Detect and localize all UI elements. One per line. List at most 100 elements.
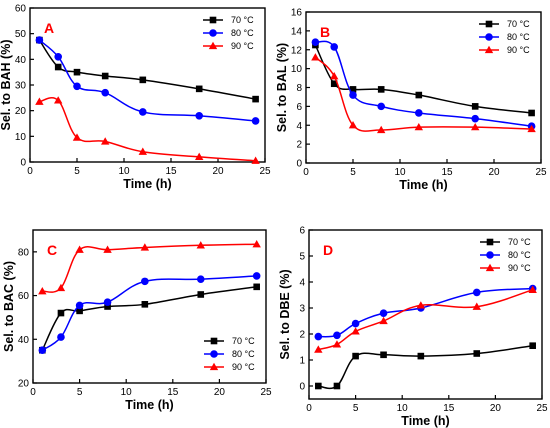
data-point-2 — [101, 88, 109, 97]
x-axis-label: Time (h) — [401, 414, 449, 428]
data-point-2 — [333, 331, 341, 340]
x-tick-label: 15 — [165, 166, 177, 177]
x-tick-label: 5 — [350, 167, 356, 178]
y-tick-label: 1 — [299, 356, 305, 367]
panel-label: C — [47, 242, 57, 258]
x-tick-label: 20 — [214, 387, 226, 398]
legend-marker — [210, 350, 218, 358]
x-axis-label: Time (h) — [125, 398, 173, 412]
x-tick-label: 25 — [259, 166, 271, 177]
plot-frame — [308, 229, 543, 400]
y-tick-label: 60 — [18, 291, 30, 302]
legend: 70 °C 80 °C 90 °C — [480, 237, 531, 273]
x-tick-label: 0 — [30, 387, 36, 398]
data-point-1 — [76, 307, 83, 315]
data-point-3 — [72, 133, 82, 141]
x-tick-label: 25 — [536, 403, 548, 414]
data-point-3 — [528, 285, 537, 293]
x-tick-label: 10 — [397, 403, 409, 414]
x-tick-label: 15 — [443, 403, 455, 414]
data-point-2 — [75, 301, 84, 310]
y-tick-label: 80 — [18, 247, 30, 258]
data-point-1 — [377, 86, 385, 93]
legend: 70 °C 80 °C 90 °C — [203, 15, 254, 51]
panel-label: D — [323, 242, 333, 258]
legend-marker — [208, 41, 218, 50]
data-point-1 — [101, 72, 109, 80]
data-point-3 — [416, 301, 426, 309]
data-point-3 — [348, 121, 358, 129]
series-line-1 — [314, 44, 532, 114]
data-point-3 — [377, 125, 386, 134]
x-tick-label: 0 — [303, 167, 309, 178]
data-point-1 — [57, 309, 65, 317]
y-axis-label: Sel. to BAL (%) — [275, 43, 289, 132]
y-tick-label: 6 — [296, 102, 302, 113]
x-axis-label: Time (h) — [399, 178, 447, 192]
x-tick-label: 20 — [490, 403, 502, 414]
data-point-2 — [311, 38, 320, 46]
panel-a: 0 5 10 15 20 25 0 10 20 30 40 50 60 Time (h) Sel. to B… — [0, 4, 271, 192]
y-tick-label: 4 — [296, 121, 302, 132]
y-tick-label: 6 — [299, 226, 305, 237]
data-point-2 — [471, 114, 480, 123]
panel-label: A — [44, 20, 54, 36]
y-tick-label: 16 — [291, 8, 303, 19]
data-point-1 — [529, 342, 536, 349]
y-tick-label: 5 — [299, 252, 305, 263]
legend-label: 80 °C — [231, 28, 254, 38]
data-point-1 — [380, 351, 387, 359]
data-point-2 — [35, 36, 44, 44]
y-tick-label: 50 — [15, 29, 27, 40]
data-point-2 — [103, 298, 112, 306]
legend-label: 80 °C — [232, 349, 255, 359]
x-tick-label: 15 — [167, 387, 179, 398]
x-axis-label: Time (h) — [123, 177, 171, 191]
data-point-2 — [38, 346, 47, 355]
data-point-3 — [196, 241, 205, 249]
data-point-1 — [195, 85, 203, 93]
y-tick-label: 20 — [15, 106, 27, 117]
data-point-2 — [57, 333, 65, 341]
y-axis-label: Sel. to BAC (%) — [2, 261, 16, 352]
data-point-3 — [195, 152, 204, 161]
data-point-3 — [35, 97, 44, 105]
data-point-2 — [251, 117, 260, 125]
data-point-3 — [75, 245, 84, 253]
y-tick-label: 12 — [291, 45, 303, 56]
data-point-2 — [73, 82, 81, 91]
data-point-2 — [314, 332, 323, 341]
plot-frame — [32, 229, 267, 384]
series-line-2 — [318, 287, 533, 338]
x-tick-label: 5 — [353, 403, 359, 414]
data-point-3 — [101, 137, 110, 145]
series-line-3 — [314, 56, 532, 132]
data-point-3 — [351, 327, 360, 335]
data-point-3 — [140, 243, 150, 251]
data-point-3 — [379, 316, 388, 325]
plot-frame — [305, 11, 542, 164]
data-point-1 — [315, 382, 322, 390]
data-point-2 — [139, 108, 147, 116]
data-point-3 — [332, 340, 342, 348]
legend-marker — [484, 45, 494, 54]
legend-label: 80 °C — [508, 250, 531, 260]
y-tick-label: 0 — [296, 159, 302, 170]
data-point-1 — [352, 352, 359, 360]
series-line-1 — [41, 286, 257, 351]
y-tick-label: 40 — [18, 335, 30, 346]
data-point-1 — [333, 382, 341, 390]
y-tick-label: 0 — [299, 382, 305, 393]
data-point-1 — [54, 63, 62, 71]
data-point-3 — [38, 287, 47, 295]
data-point-1 — [349, 86, 357, 93]
y-tick-label: 3 — [299, 304, 305, 315]
data-point-1 — [415, 91, 423, 99]
data-point-1 — [473, 350, 481, 357]
data-point-2 — [252, 272, 261, 280]
data-point-2 — [377, 102, 386, 111]
data-point-2 — [54, 52, 62, 61]
x-tick-label: 10 — [118, 166, 130, 177]
y-tick-label: 8 — [296, 83, 302, 94]
panel-label: B — [320, 24, 330, 40]
